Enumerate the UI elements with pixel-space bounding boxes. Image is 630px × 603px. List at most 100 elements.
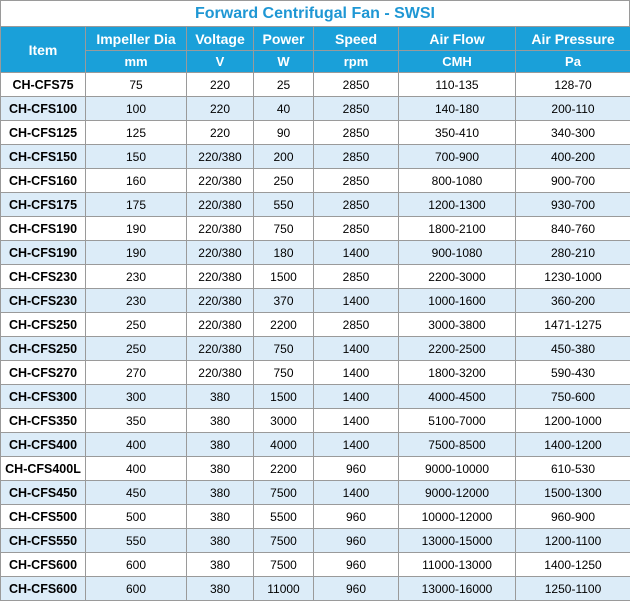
cell-air-pressure: 1200-1000 [515,408,630,433]
cell-air-pressure: 400-200 [515,144,630,169]
cell-model: CH-CFS600 [0,552,86,577]
cell-air-pressure: 1250-1100 [515,576,630,601]
cell-voltage: 220/380 [186,168,254,193]
cell-power: 7500 [253,552,314,577]
cell-power: 1500 [253,264,314,289]
cell-voltage: 220 [186,72,254,97]
cell-power: 550 [253,192,314,217]
table-row: CH-CFS230 230 220/380 1500 2850 2200-3000 1230… [0,264,630,289]
cell-air-flow: 900-1080 [398,240,516,265]
cell-air-pressure: 960-900 [515,504,630,529]
cell-air-pressure: 1471-1275 [515,312,630,337]
cell-power: 4000 [253,432,314,457]
cell-power: 750 [253,216,314,241]
cell-impeller-dia: 450 [85,480,187,505]
cell-speed: 2850 [313,72,399,97]
table-row: CH-CFS190 190 220/380 750 2850 1800-2100 840-7… [0,216,630,241]
cell-impeller-dia: 270 [85,360,187,385]
cell-speed: 960 [313,456,399,481]
cell-power: 750 [253,336,314,361]
unit-power: W [253,50,314,73]
cell-model: CH-CFS125 [0,120,86,145]
cell-impeller-dia: 500 [85,504,187,529]
cell-air-flow: 13000-15000 [398,528,516,553]
cell-model: CH-CFS350 [0,408,86,433]
cell-power: 2200 [253,312,314,337]
cell-speed: 1400 [313,408,399,433]
cell-power: 750 [253,360,314,385]
cell-speed: 1400 [313,480,399,505]
cell-air-pressure: 450-380 [515,336,630,361]
cell-power: 11000 [253,576,314,601]
cell-speed: 1400 [313,336,399,361]
cell-impeller-dia: 400 [85,432,187,457]
cell-power: 7500 [253,528,314,553]
cell-air-pressure: 340-300 [515,120,630,145]
cell-air-flow: 1000-1600 [398,288,516,313]
table-row: CH-CFS400L 400 380 2200 960 9000-10000 610-530 [0,456,630,481]
cell-voltage: 220/380 [186,192,254,217]
table-row: CH-CFS300 300 380 1500 1400 4000-4500 750-600 [0,384,630,409]
cell-impeller-dia: 125 [85,120,187,145]
cell-impeller-dia: 190 [85,216,187,241]
cell-speed: 960 [313,576,399,601]
cell-air-pressure: 1200-1100 [515,528,630,553]
cell-model: CH-CFS270 [0,360,86,385]
cell-voltage: 380 [186,576,254,601]
table-header: Item Impeller Dia Voltage Power Speed Ai… [0,26,630,73]
cell-model: CH-CFS450 [0,480,86,505]
cell-air-pressure: 930-700 [515,192,630,217]
cell-model: CH-CFS600 [0,576,86,601]
cell-power: 3000 [253,408,314,433]
table-row: CH-CFS175 175 220/380 550 2850 1200-1300 930-7… [0,192,630,217]
cell-air-pressure: 1230-1000 [515,264,630,289]
unit-airflow: CMH [398,50,516,73]
unit-pressure: Pa [515,50,630,73]
cell-air-flow: 1200-1300 [398,192,516,217]
cell-model: CH-CFS300 [0,384,86,409]
cell-air-pressure: 610-530 [515,456,630,481]
cell-power: 7500 [253,480,314,505]
header-airflow: Air Flow [398,26,516,51]
cell-air-flow: 10000-12000 [398,504,516,529]
cell-model: CH-CFS230 [0,264,86,289]
cell-model: CH-CFS550 [0,528,86,553]
cell-voltage: 220/380 [186,312,254,337]
cell-air-pressure: 1400-1200 [515,432,630,457]
header-impeller: Impeller Dia [85,26,187,51]
cell-voltage: 220/380 [186,264,254,289]
cell-air-flow: 2200-2500 [398,336,516,361]
cell-voltage: 380 [186,456,254,481]
cell-voltage: 220/380 [186,216,254,241]
cell-air-flow: 11000-13000 [398,552,516,577]
cell-air-flow: 800-1080 [398,168,516,193]
table-row: CH-CFS250 250 220/380 2200 2850 3000-3800 1471… [0,312,630,337]
cell-air-flow: 700-900 [398,144,516,169]
cell-power: 5500 [253,504,314,529]
cell-impeller-dia: 100 [85,96,187,121]
table-row: CH-CFS100 100 220 40 2850 140-180 200-110 [0,96,630,121]
cell-air-flow: 9000-10000 [398,456,516,481]
cell-speed: 1400 [313,288,399,313]
header-speed: Speed [313,26,399,51]
spec-table: Item Impeller Dia Voltage Power Speed Ai… [0,26,630,601]
table-row: CH-CFS350 350 380 3000 1400 5100-7000 1200-100… [0,408,630,433]
header-pressure: Air Pressure [515,26,630,51]
cell-voltage: 380 [186,552,254,577]
cell-impeller-dia: 150 [85,144,187,169]
cell-air-pressure: 200-110 [515,96,630,121]
cell-air-pressure: 1400-1250 [515,552,630,577]
cell-air-flow: 4000-4500 [398,384,516,409]
cell-speed: 1400 [313,360,399,385]
cell-voltage: 220/380 [186,360,254,385]
cell-impeller-dia: 250 [85,312,187,337]
header-voltage: Voltage [186,26,254,51]
cell-speed: 2850 [313,168,399,193]
cell-power: 200 [253,144,314,169]
cell-power: 250 [253,168,314,193]
cell-air-pressure: 840-760 [515,216,630,241]
table-row: CH-CFS400 400 380 4000 1400 7500-8500 1400-120… [0,432,630,457]
cell-speed: 2850 [313,192,399,217]
table-row: CH-CFS270 270 220/380 750 1400 1800-3200 590-4… [0,360,630,385]
cell-model: CH-CFS75 [0,72,86,97]
